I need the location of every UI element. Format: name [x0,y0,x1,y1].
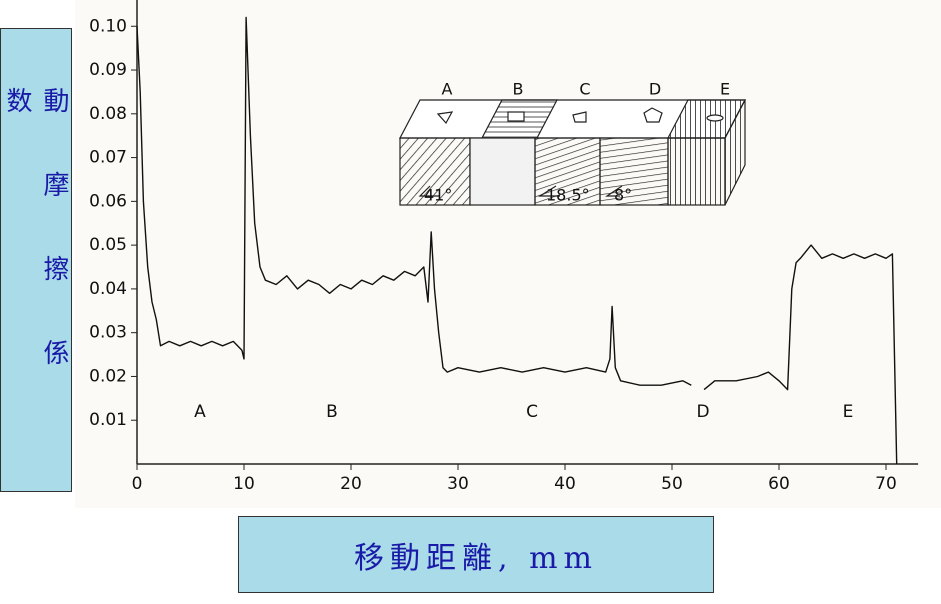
x-tick-label: 60 [768,474,790,494]
plot-background [75,0,941,508]
region-label: C [526,402,538,422]
y-tick-label: 0.07 [89,148,127,168]
region-label: A [194,402,206,422]
y-tick-label: 0.10 [89,16,127,36]
x-axis-label: 移動距離, mm [354,540,598,576]
inset-label: E [720,80,730,99]
x-tick-label: 30 [447,474,469,494]
x-tick-label: 20 [340,474,362,494]
y-tick-label: 0.04 [89,279,127,299]
x-tick-label: 0 [132,474,143,494]
x-tick-label: 10 [233,474,255,494]
y-tick-label: 0.09 [89,60,127,80]
inset-label: D [649,80,661,99]
region-label: E [843,402,854,422]
inset-angle: 8° [614,186,632,205]
inset-label: A [442,80,453,99]
inset-angle: 18.5° [546,186,590,205]
y-tick-label: 0.01 [89,410,127,430]
y-tick-label: 0.03 [89,323,127,343]
chart: 0.01 0.02 0.03 0.04 0.05 0.06 0.07 0.08 0.09 0.10… [75,0,941,508]
y-tick-label: 0.02 [89,366,127,386]
inset-diagram [399,99,746,206]
data-line [136,16,898,465]
x-tick-label: 50 [661,474,683,494]
y-tick-label: 0.08 [89,104,127,124]
region-label: B [326,402,338,422]
inset-label: B [513,80,524,99]
inset-angle: 41° [424,186,452,205]
y-axis-label: 動摩擦係数 [2,87,69,423]
inset-label: C [579,80,590,99]
y-tick-label: 0.06 [89,191,127,211]
y-axis-label-box: 動摩擦係数 [0,28,72,492]
x-tick-label: 40 [554,474,576,494]
y-tick-label: 0.05 [89,235,127,255]
region-label: D [696,402,709,422]
x-axis-label-box: 移動距離, mm [238,516,714,593]
x-tick-label: 70 [875,474,897,494]
